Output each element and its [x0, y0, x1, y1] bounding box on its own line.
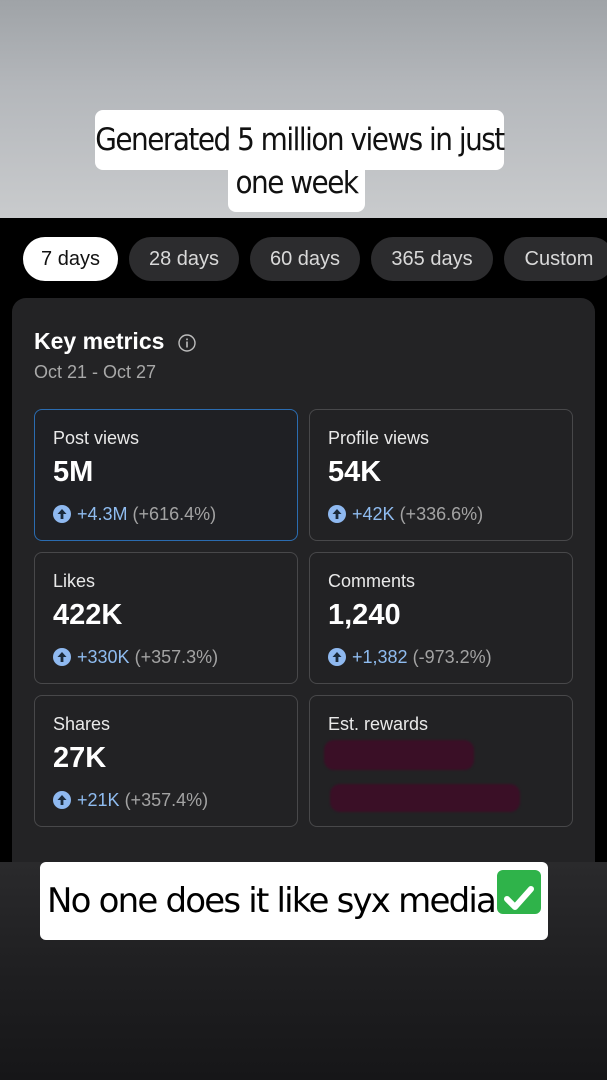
tab-28-days[interactable]: 28 days — [129, 237, 239, 281]
metric-card-profile-views[interactable]: Profile views 54K +42K (+336.6%) — [309, 409, 573, 541]
arrow-up-circle-icon — [53, 648, 71, 666]
tab-60-days[interactable]: 60 days — [250, 237, 360, 281]
metric-change: +42K (+336.6%) — [328, 504, 483, 525]
metric-change: +330K (+357.3%) — [53, 647, 218, 668]
metric-label: Shares — [53, 714, 111, 734]
caption-top-line1: Generated 5 million views in just — [95, 110, 505, 170]
redaction-scribble — [330, 784, 520, 812]
arrow-up-circle-icon — [328, 648, 346, 666]
arrow-up-circle-icon — [328, 505, 346, 523]
metric-label: Comments — [328, 571, 416, 591]
arrow-up-circle-icon — [53, 505, 71, 523]
tab-custom[interactable]: Custom — [504, 237, 607, 281]
tab-7-days[interactable]: 7 days — [23, 237, 118, 281]
metric-label: Likes — [53, 571, 96, 591]
metric-label: Est. rewards — [328, 714, 429, 734]
caption-bottom: No one does it like syx media — [40, 862, 548, 940]
metric-value: 54K — [328, 456, 382, 488]
caption-bottom-text: No one does it like syx media — [46, 881, 497, 921]
metric-value: 422K — [53, 599, 123, 631]
metric-card-est-rewards[interactable]: Est. rewards — [309, 695, 573, 827]
metric-value: 1,240 — [328, 599, 401, 631]
arrow-up-circle-icon — [53, 791, 71, 809]
metric-value: 27K — [53, 742, 107, 774]
metric-card-comments[interactable]: Comments 1,240 +1,382 (-973.2%) — [309, 552, 573, 684]
metric-change: +4.3M (+616.4%) — [53, 504, 216, 525]
metric-change-abs: +4.3M — [77, 504, 128, 524]
metric-card-shares[interactable]: Shares 27K +21K (+357.4%) — [34, 695, 298, 827]
metric-value: 5M — [53, 456, 94, 488]
metric-label: Post views — [53, 428, 140, 448]
analytics-screen: 7 days 28 days 60 days 365 days Custom K… — [0, 218, 607, 898]
tab-365-days[interactable]: 365 days — [371, 237, 493, 281]
metric-change-pct: (+357.3%) — [134, 647, 219, 667]
metric-change-abs: +42K — [352, 504, 395, 524]
date-range-tabs: 7 days 28 days 60 days 365 days Custom — [0, 237, 607, 281]
metric-change-abs: +330K — [77, 647, 130, 667]
metric-card-post-views[interactable]: Post views 5M +4.3M (+616.4%) — [34, 409, 298, 541]
metric-change-abs: +21K — [77, 790, 120, 810]
redaction-scribble — [324, 740, 474, 770]
metric-change-abs: +1,382 — [352, 647, 408, 667]
info-icon[interactable] — [178, 334, 196, 352]
metric-change-pct: (+616.4%) — [132, 504, 217, 524]
metric-card-likes[interactable]: Likes 422K +330K (+357.3%) — [34, 552, 298, 684]
metric-change: +1,382 (-973.2%) — [328, 647, 492, 668]
date-range-label: Oct 21 - Oct 27 — [34, 362, 157, 382]
metric-change-pct: (+357.4%) — [124, 790, 209, 810]
metric-change-pct: (+336.6%) — [399, 504, 484, 524]
key-metrics-panel: Key metrics Oct 21 - Oct 27 Post views 5… — [12, 298, 595, 898]
metric-change: +21K (+357.4%) — [53, 790, 208, 811]
metric-change-pct: (-973.2%) — [412, 647, 492, 667]
check-mark-button-icon — [497, 870, 542, 914]
metric-label: Profile views — [328, 428, 430, 448]
key-metrics-title: Key metrics — [34, 328, 165, 354]
